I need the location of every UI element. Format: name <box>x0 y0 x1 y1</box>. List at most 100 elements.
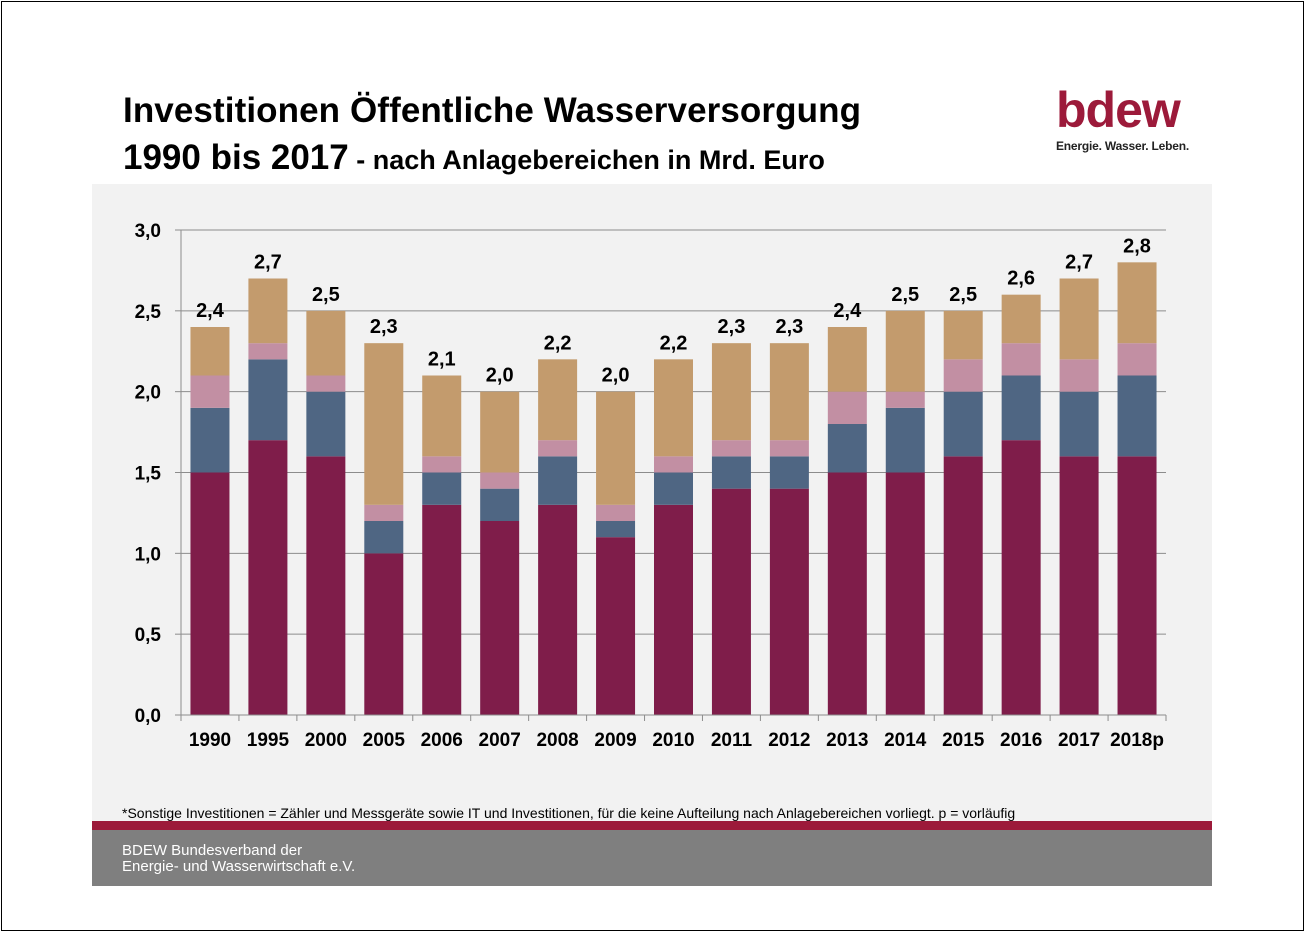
bar-segment <box>596 521 636 538</box>
bar-segment <box>248 440 288 715</box>
bar-segment <box>538 440 578 457</box>
bar-segment <box>654 472 693 505</box>
total-label: 2,0 <box>602 365 630 387</box>
x-tick-label: 1995 <box>247 730 290 751</box>
total-label: 2,1 <box>428 349 456 371</box>
bar-segment <box>654 359 693 457</box>
bar-segment <box>885 407 925 473</box>
x-tick-label: 2005 <box>363 730 406 751</box>
bar-segment <box>769 456 809 489</box>
bar-segment <box>480 488 520 521</box>
total-label: 2,0 <box>486 365 514 387</box>
bar-segment <box>827 472 867 715</box>
y-tick-label: 3,0 <box>135 221 161 242</box>
bar-segment <box>364 521 404 554</box>
bar-segment <box>827 327 867 392</box>
bar-segment <box>1001 375 1041 441</box>
total-label: 2,5 <box>312 284 340 306</box>
x-tick-label: 2006 <box>421 730 463 751</box>
bar-segment <box>1059 278 1099 360</box>
logo-tagline: Energie. Wasser. Leben. <box>1056 139 1190 153</box>
total-label: 2,2 <box>660 332 688 354</box>
total-label: 2,3 <box>370 316 398 338</box>
x-tick-label: 2008 <box>536 730 578 751</box>
logo-wordmark: bdew <box>1056 82 1181 138</box>
bdew-logo: bdew Energie. Wasser. Leben. <box>1050 80 1190 160</box>
bar-segment <box>1117 456 1157 715</box>
bar-segment <box>1001 294 1041 344</box>
bar-segment <box>1001 343 1041 376</box>
x-tick-label: 2000 <box>305 730 347 751</box>
x-tick-label: 1990 <box>189 730 231 751</box>
total-label: 2,4 <box>196 300 225 322</box>
bar-segment <box>538 359 578 441</box>
bar-segment <box>480 472 520 489</box>
bar-segment <box>769 488 809 715</box>
bar-segment <box>943 310 983 360</box>
total-label: 2,7 <box>254 252 282 274</box>
y-tick-label: 1,0 <box>135 544 161 565</box>
bar-segment <box>711 440 751 457</box>
bar-segment <box>885 391 925 408</box>
bar-segment <box>827 424 867 473</box>
bar-segment <box>190 472 230 715</box>
bar-segment <box>422 472 462 505</box>
bar-segment <box>943 456 983 715</box>
total-label: 2,5 <box>949 284 977 306</box>
bar-segment <box>943 391 983 457</box>
total-label: 2,7 <box>1065 252 1093 274</box>
bar-segment <box>827 391 867 424</box>
slide-title: Investitionen Öffentliche Wasserversorgu… <box>123 91 862 130</box>
bar-segment <box>885 310 925 392</box>
bar-segment <box>769 440 809 457</box>
x-tick-label: 2017 <box>1058 730 1100 751</box>
bar-segment <box>711 343 751 441</box>
bar-segment <box>596 391 636 505</box>
x-tick-label: 2015 <box>942 730 985 751</box>
bar-segment <box>885 472 925 715</box>
x-tick-label: 2007 <box>479 730 521 751</box>
bar-segment <box>711 488 751 715</box>
bar-segment <box>422 375 462 457</box>
bar-segment <box>654 456 693 473</box>
bar-segment <box>364 553 404 715</box>
bar-segment <box>422 456 462 473</box>
bar-segment <box>538 504 578 715</box>
footer-org-line1: BDEW Bundesverband der <box>122 842 303 859</box>
slide-subtitle: 1990 bis 2017 - nach Anlagebereichen in … <box>123 138 825 178</box>
total-label: 2,3 <box>718 316 746 338</box>
x-tick-label: 2016 <box>1000 730 1042 751</box>
bar-segment <box>248 278 288 344</box>
bar-segment <box>248 343 288 360</box>
bar-segment <box>306 375 346 392</box>
bar-segment <box>1117 375 1157 457</box>
total-label: 2,3 <box>775 316 803 338</box>
y-tick-label: 0,0 <box>135 706 161 727</box>
bar-segment <box>596 537 636 715</box>
bar-segment <box>538 456 578 505</box>
bar-segment <box>1001 440 1041 715</box>
footer-org-line2: Energie- und Wasserwirtschaft e.V. <box>122 858 356 875</box>
bar-segment <box>1117 262 1157 344</box>
bar-segment <box>711 456 751 489</box>
x-tick-label: 2010 <box>652 730 694 751</box>
brand-band <box>92 821 1212 830</box>
x-tick-label: 2014 <box>884 730 927 751</box>
bar-segment <box>364 504 404 521</box>
bar-segment <box>248 359 288 441</box>
bar-segment <box>1117 343 1157 376</box>
bar-segment <box>306 456 346 715</box>
x-tick-label: 2018p <box>1110 730 1164 751</box>
bar-segment <box>1059 359 1099 392</box>
total-label: 2,5 <box>891 284 919 306</box>
total-label: 2,4 <box>833 300 862 322</box>
bar-segment <box>190 375 230 408</box>
y-tick-label: 2,0 <box>135 383 161 404</box>
bar-segment <box>190 327 230 376</box>
bar-segment <box>364 343 404 505</box>
subtitle-sub: - nach Anlagebereichen in Mrd. Euro <box>348 145 825 175</box>
bar-segment <box>1059 391 1099 457</box>
bar-segment <box>596 504 636 521</box>
